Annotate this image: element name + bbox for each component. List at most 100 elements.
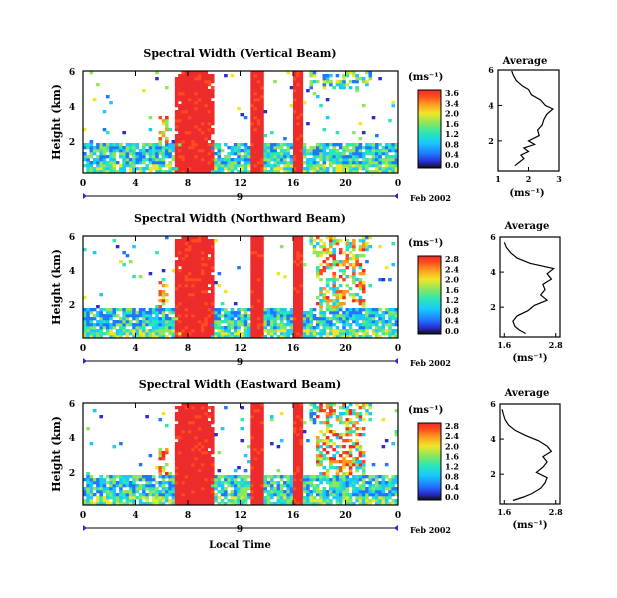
heatmap-cell (119, 164, 123, 168)
heatmap-cell (122, 502, 126, 506)
heatmap-cell (165, 326, 169, 330)
heatmap-cell (345, 421, 350, 425)
heatmap-cell (178, 83, 182, 87)
heatmap-cell (174, 269, 179, 273)
heatmap-cell (322, 83, 327, 87)
heatmap-cell (197, 86, 202, 90)
heatmap-cell (342, 487, 346, 491)
x-tick-label: 0 (80, 179, 86, 189)
heatmap-cell (247, 152, 251, 156)
heatmap-cell (230, 164, 235, 168)
heatmap-cell (378, 278, 382, 282)
heatmap-cell (135, 311, 140, 315)
heatmap-cell (332, 287, 336, 291)
heatmap-cell (296, 430, 300, 434)
heatmap-cell (352, 442, 356, 446)
heatmap-cell (243, 314, 248, 318)
heatmap-cell (309, 481, 313, 485)
heatmap-cell (188, 149, 192, 153)
heatmap-cell (345, 275, 350, 279)
heatmap-cell (289, 158, 294, 162)
heatmap-cell (253, 293, 258, 297)
heatmap-cell (122, 478, 126, 482)
heatmap-cell (335, 418, 340, 422)
heatmap-cell (220, 335, 225, 339)
heatmap-cell (293, 248, 297, 252)
heatmap-cell (358, 302, 363, 306)
heatmap-cell (253, 266, 258, 270)
heatmap-cell (345, 146, 350, 150)
heatmap-cell (135, 335, 140, 339)
heatmap-cell (174, 251, 179, 255)
heatmap-cell (210, 149, 215, 153)
heatmap-cell (312, 406, 317, 410)
heatmap-cell (368, 236, 373, 240)
heatmap-cell (237, 266, 241, 270)
heatmap-cell (299, 161, 304, 165)
heatmap-cell (319, 502, 323, 506)
heatmap-cell (361, 463, 366, 467)
heatmap-cell (302, 323, 307, 327)
heatmap-cell (293, 236, 297, 240)
heatmap-cell (165, 490, 169, 494)
heatmap-cell (174, 122, 179, 126)
profile-y-tick-label: 2 (488, 136, 494, 146)
heatmap-cell (204, 329, 208, 333)
heatmap-cell (188, 487, 192, 491)
heatmap-cell (335, 317, 340, 321)
heatmap-cell (207, 161, 212, 165)
heatmap-cell (335, 487, 340, 491)
heatmap-cell (240, 481, 245, 485)
heatmap-cell (151, 478, 156, 482)
heatmap-cell (207, 460, 212, 464)
heatmap-cell (263, 170, 268, 174)
heatmap-cell (293, 254, 297, 258)
heatmap-cell (83, 493, 87, 497)
heatmap-cell (381, 161, 386, 165)
heatmap-cell (293, 403, 297, 407)
heatmap-cell (224, 317, 228, 321)
heatmap-cell (247, 475, 251, 479)
heatmap-cell (371, 152, 376, 156)
heatmap-cell (319, 409, 323, 413)
heatmap-cell (138, 475, 143, 479)
heatmap-cell (201, 131, 205, 135)
heatmap-cell (191, 314, 195, 318)
heatmap-cell (299, 490, 304, 494)
heatmap-cell (345, 496, 350, 500)
heatmap-cell (381, 146, 386, 150)
heatmap-cell (188, 272, 192, 276)
heatmap-cell (352, 490, 356, 494)
heatmap-cell (361, 320, 366, 324)
heatmap-cell (253, 104, 258, 108)
heatmap-cell (155, 308, 159, 312)
heatmap-cell (181, 143, 186, 147)
heatmap-cell (237, 502, 241, 506)
heatmap-cell (332, 332, 336, 336)
heatmap-cell (89, 170, 94, 174)
heatmap-cell (384, 493, 389, 497)
heatmap-cell (174, 451, 179, 455)
heatmap-cell (207, 424, 212, 428)
heatmap-cell (165, 448, 169, 452)
heatmap-cell (342, 412, 346, 416)
heatmap-cell (194, 77, 199, 81)
heatmap-cell (329, 412, 333, 416)
heatmap-cell (207, 77, 212, 81)
heatmap-cell (181, 490, 186, 494)
heatmap-cell (247, 496, 251, 500)
heatmap-cell (161, 457, 166, 461)
heatmap-cell (381, 326, 386, 330)
heatmap-cell (322, 287, 327, 291)
heatmap-cell (194, 236, 199, 240)
heatmap-cell (355, 433, 359, 437)
profile-y-tick-label: 4 (490, 267, 496, 277)
heatmap-cell (250, 269, 254, 273)
x-tick-label: 0 (80, 344, 86, 354)
heatmap-cell (293, 281, 297, 285)
heatmap-cell (342, 475, 346, 479)
heatmap-cell (247, 445, 251, 449)
heatmap-cell (260, 293, 264, 297)
heatmap-cell (207, 335, 212, 339)
heatmap-cell (174, 290, 179, 294)
